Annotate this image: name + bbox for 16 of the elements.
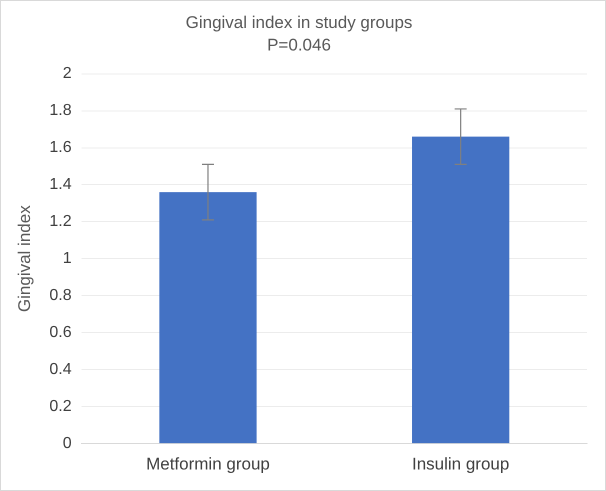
y-tick-label: 0 [62, 435, 72, 452]
y-tick-label: 1.6 [49, 139, 72, 156]
y-tick-label: 0.4 [49, 361, 72, 378]
y-tick-label: 2 [62, 65, 72, 82]
y-tick-label: 0.8 [49, 287, 72, 304]
x-tick-label: Insulin group [412, 454, 510, 474]
x-tick-label: Metformin group [146, 454, 270, 474]
y-tick-label: 1.4 [49, 176, 72, 194]
chart-subtitle: P=0.046 [267, 35, 331, 54]
y-tick-label: 1.2 [49, 213, 72, 230]
chart-title: Gingival index in study groups [186, 12, 412, 32]
y-tick-label: 0.6 [49, 324, 72, 342]
y-tick-label: 1.8 [49, 102, 72, 120]
y-tick-label: 0.2 [49, 398, 72, 416]
y-axis-title: Gingival index [14, 204, 34, 312]
y-tick-label: 1 [62, 250, 72, 268]
